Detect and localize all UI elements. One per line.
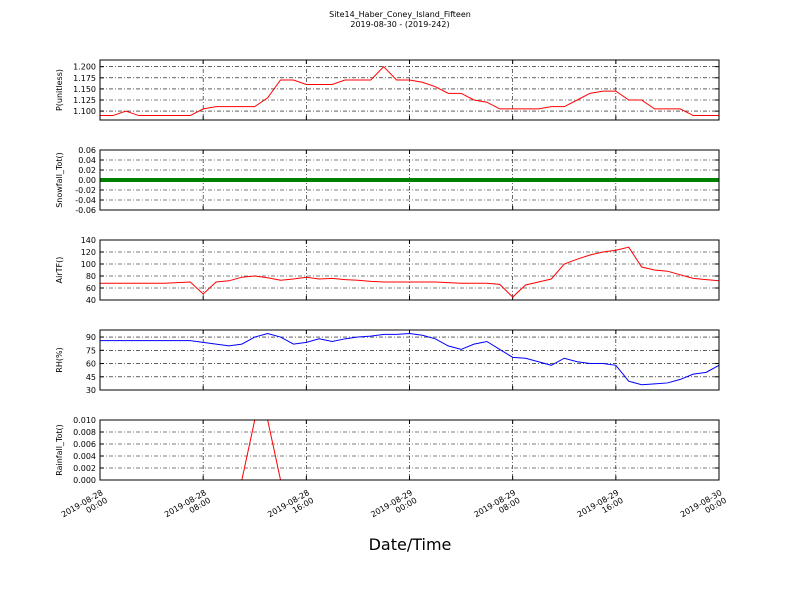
plot-frame: [99, 239, 720, 301]
y-tick-label: -0.04: [75, 196, 96, 205]
y-tick-label: 0.000: [73, 476, 96, 485]
x-tick-label: 2019-08-2908:00: [472, 488, 521, 527]
y-tick-label: 1.100: [73, 107, 96, 116]
plot-frame: [99, 59, 720, 121]
y-tick-label: 0.02: [78, 166, 96, 175]
y-axis-label: Snowfall_Tot(): [55, 152, 64, 208]
y-tick-label: -0.06: [75, 206, 96, 215]
y-tick-label: 1.150: [73, 85, 96, 94]
x-tick-label: 2019-08-2808:00: [163, 488, 212, 527]
y-tick-label: 60: [86, 360, 96, 369]
y-tick-label: 40: [86, 296, 96, 305]
y-tick-label: 30: [86, 386, 96, 395]
y-tick-label: 0.04: [78, 156, 96, 165]
y-tick-label: 1.175: [73, 74, 96, 83]
x-tick-label: 2019-08-2900:00: [369, 488, 418, 527]
plot-frame: [99, 149, 720, 211]
data-line: [100, 333, 719, 386]
y-tick-label: 0.006: [73, 440, 96, 449]
y-tick-label: 1.200: [73, 63, 96, 72]
y-tick-label: 80: [86, 272, 96, 281]
y-axis-label: RH(%): [55, 347, 64, 372]
chart-subtitle: 2019-08-30 - (2019-242): [350, 20, 449, 29]
y-tick-label: 0.008: [73, 428, 96, 437]
y-tick-label: 90: [86, 333, 96, 342]
y-tick-label: 100: [81, 260, 96, 269]
y-tick-label: 0.00: [78, 176, 96, 185]
y-axis-label: P(unitless): [55, 69, 64, 111]
x-tick-label: 2019-08-2816:00: [266, 488, 315, 527]
y-tick-label: 45: [86, 373, 96, 382]
data-line: [100, 65, 719, 117]
x-tick-label: 2019-08-2800:00: [60, 488, 109, 527]
plot-frame: [99, 329, 720, 391]
y-axis-label: Rainfall_Tot(): [55, 424, 64, 476]
x-axis-label: Date/Time: [369, 535, 452, 554]
plot-frame: [99, 419, 720, 481]
y-tick-label: 120: [81, 248, 96, 257]
y-tick-label: 0.010: [73, 416, 96, 425]
y-tick-label: 1.125: [73, 96, 96, 105]
chart-title: Site14_Haber_Coney_Island_Fifteen: [329, 10, 471, 19]
y-tick-label: -0.02: [75, 186, 96, 195]
x-tick-label: 2019-08-2916:00: [576, 488, 625, 527]
y-tick-label: 75: [86, 346, 96, 355]
x-tick-label: 2019-08-3000:00: [679, 488, 728, 527]
data-line: [100, 246, 719, 298]
y-tick-label: 140: [81, 236, 96, 245]
y-tick-label: 0.06: [78, 146, 96, 155]
y-tick-label: 60: [86, 284, 96, 293]
y-tick-label: 0.002: [73, 464, 96, 473]
y-tick-label: 0.004: [73, 452, 96, 461]
y-axis-label: AirTF(): [55, 257, 64, 284]
